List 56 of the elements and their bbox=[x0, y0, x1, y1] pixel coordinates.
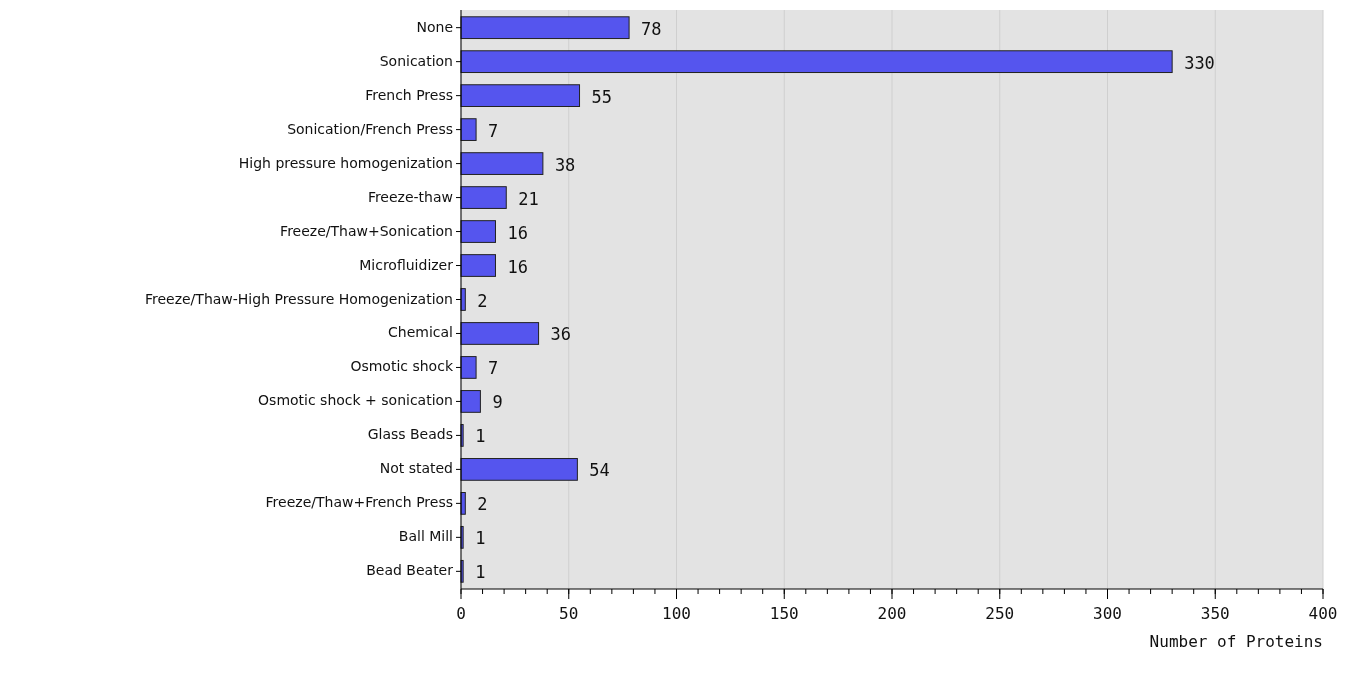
data-label: 78 bbox=[641, 18, 662, 39]
data-label: 21 bbox=[518, 188, 539, 209]
y-tick-label: French Press bbox=[365, 86, 453, 103]
bar bbox=[460, 84, 581, 107]
x-tick-label: 300 bbox=[1093, 604, 1122, 623]
data-label: 36 bbox=[550, 324, 572, 345]
x-tick-label: 200 bbox=[877, 604, 907, 623]
bar bbox=[460, 322, 540, 345]
bar bbox=[460, 254, 496, 277]
data-label: 330 bbox=[1184, 52, 1215, 73]
x-tick-label: 250 bbox=[985, 604, 1015, 623]
data-label: 2 bbox=[477, 290, 488, 311]
data-label: 16 bbox=[507, 256, 528, 277]
bar bbox=[460, 152, 544, 175]
y-tick-label: Freeze/Thaw-High Pressure Homogenization bbox=[144, 290, 453, 307]
x-tick-label: 400 bbox=[1308, 604, 1338, 623]
x-tick-label: 50 bbox=[559, 604, 579, 623]
y-tick-label: Glass Beads bbox=[367, 426, 453, 443]
x-tick-label: 150 bbox=[769, 604, 799, 623]
bar bbox=[460, 458, 578, 481]
x-tick-label: 0 bbox=[456, 604, 466, 623]
y-tick-label: Sonication/French Press bbox=[287, 120, 453, 137]
y-tick-label: Freeze-thaw bbox=[367, 188, 453, 205]
x-tick-label: 100 bbox=[662, 604, 691, 623]
bar bbox=[460, 50, 1173, 74]
data-label: 55 bbox=[591, 86, 613, 107]
data-label: 1 bbox=[475, 562, 486, 583]
y-tick-label: None bbox=[416, 18, 453, 35]
bar bbox=[460, 356, 477, 379]
y-tick-label: Bead Beater bbox=[366, 562, 454, 579]
y-tick-label: Sonication bbox=[379, 52, 453, 69]
bar bbox=[460, 16, 630, 40]
bar bbox=[460, 390, 481, 413]
bar bbox=[460, 118, 477, 141]
y-tick-label: Osmotic shock bbox=[350, 358, 454, 375]
bar bbox=[460, 220, 496, 243]
y-tick-label: Ball Mill bbox=[398, 528, 453, 545]
data-label: 1 bbox=[475, 426, 486, 447]
data-label: 9 bbox=[492, 392, 503, 413]
data-label: 16 bbox=[507, 222, 528, 243]
data-label: 54 bbox=[589, 460, 610, 481]
data-label: 2 bbox=[477, 494, 488, 515]
y-tick-label: Freeze/Thaw+Sonication bbox=[280, 222, 453, 239]
x-axis-title: Number of Proteins bbox=[1149, 632, 1323, 651]
y-tick-label: Chemical bbox=[388, 324, 453, 341]
data-label: 38 bbox=[554, 154, 576, 175]
y-tick-label: Not stated bbox=[379, 460, 453, 477]
bar bbox=[460, 186, 507, 209]
data-label: 1 bbox=[475, 528, 486, 549]
data-label: 7 bbox=[488, 120, 499, 141]
y-tick-label: Microfluidizer bbox=[359, 256, 454, 273]
y-tick-label: High pressure homogenization bbox=[238, 154, 453, 171]
data-label: 7 bbox=[488, 358, 499, 379]
y-tick-label: Freeze/Thaw+French Press bbox=[265, 494, 453, 511]
x-tick-label: 350 bbox=[1200, 604, 1230, 623]
y-tick-label: Osmotic shock + sonication bbox=[258, 392, 453, 409]
